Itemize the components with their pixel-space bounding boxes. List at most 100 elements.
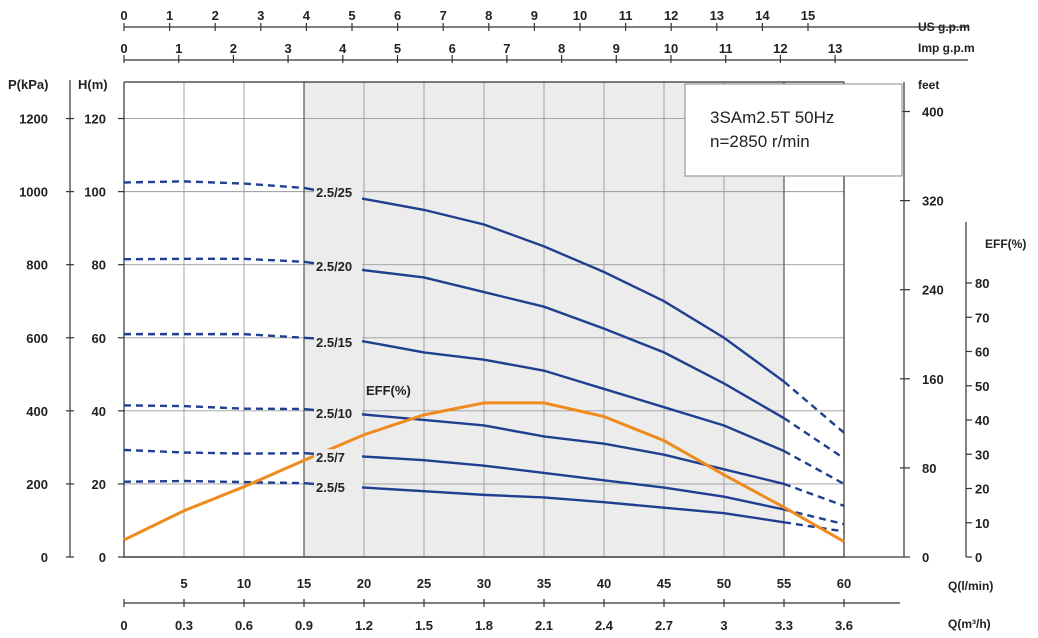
efficiency-tick-label: 70 bbox=[975, 310, 989, 325]
imp-gpm-tick-label: 3 bbox=[284, 41, 291, 56]
us-gpm-tick-label: 3 bbox=[257, 8, 264, 23]
efficiency-tick-label: 0 bbox=[975, 550, 982, 565]
imp-gpm-tick-label: 10 bbox=[664, 41, 678, 56]
us-gpm-tick-label: 8 bbox=[485, 8, 492, 23]
curves bbox=[123, 180, 845, 543]
head-curve-dashed bbox=[123, 448, 305, 455]
us-gpm-tick-label: 0 bbox=[120, 8, 127, 23]
efficiency-tick-label: 80 bbox=[975, 276, 989, 291]
curve-label: 2.5/5 bbox=[316, 480, 345, 495]
feet-tick-label: 0 bbox=[922, 550, 929, 565]
pressure-tick-label: 600 bbox=[26, 331, 48, 346]
q-lmin-tick-label: 10 bbox=[237, 576, 251, 591]
us-gpm-tick-label: 7 bbox=[440, 8, 447, 23]
curve-label: 2.5/20 bbox=[316, 259, 352, 274]
head-curve-solid bbox=[303, 336, 785, 453]
curve-label-bg bbox=[314, 479, 362, 496]
head-curve-solid bbox=[303, 260, 785, 420]
us-gpm-tick-label: 9 bbox=[531, 8, 538, 23]
head-curve-dashed bbox=[783, 417, 845, 460]
curve-label: 2.5/7 bbox=[316, 450, 345, 465]
us-gpm-tick-label: 5 bbox=[348, 8, 355, 23]
us-gpm-axis-label: US g.p.m bbox=[918, 20, 970, 34]
head-tick-label: 80 bbox=[92, 258, 106, 273]
us-gpm-tick-label: 11 bbox=[619, 8, 633, 23]
imp-gpm-tick-label: 5 bbox=[394, 41, 401, 56]
pressure-tick-label: 800 bbox=[26, 258, 48, 273]
q-m3h-tick-label: 2.7 bbox=[655, 618, 673, 633]
efficiency-tick-label: 20 bbox=[975, 482, 989, 497]
us-gpm-tick-label: 12 bbox=[664, 8, 678, 23]
head-curve-dashed bbox=[123, 479, 305, 485]
q-m3h-tick-label: 3 bbox=[720, 618, 727, 633]
head-tick-label: 100 bbox=[84, 185, 106, 200]
q-lmin-axis-label: Q(l/min) bbox=[948, 579, 993, 593]
imp-gpm-tick-label: 13 bbox=[828, 41, 842, 56]
head-tick-label: 0 bbox=[99, 550, 106, 565]
head-curve-solid bbox=[303, 186, 785, 383]
q-m3h-tick-label: 2.1 bbox=[535, 618, 553, 633]
curve-label-bg bbox=[314, 183, 362, 200]
head-curve-solid bbox=[303, 452, 785, 511]
head-curve-dashed bbox=[123, 180, 305, 190]
q-lmin-tick-label: 40 bbox=[597, 576, 611, 591]
imp-gpm-tick-label: 2 bbox=[230, 41, 237, 56]
head-curve-dashed bbox=[123, 404, 305, 411]
head-curve-dashed bbox=[783, 482, 845, 507]
q-lmin-tick-label: 5 bbox=[180, 576, 187, 591]
q-m3h-tick-label: 0.3 bbox=[175, 618, 193, 633]
q-m3h-tick-label: 0.6 bbox=[235, 618, 253, 633]
head-axis-label: H(m) bbox=[78, 77, 108, 92]
q-m3h-tick-label: 1.5 bbox=[415, 618, 433, 633]
us-gpm-tick-label: 1 bbox=[166, 8, 173, 23]
curve-label-bg bbox=[314, 405, 362, 422]
imp-gpm-tick-label: 7 bbox=[503, 41, 510, 56]
head-tick-label: 40 bbox=[92, 404, 106, 419]
feet-tick-label: 400 bbox=[922, 105, 944, 120]
q-m3h-tick-label: 3.3 bbox=[775, 618, 793, 633]
pressure-axis-label: P(kPa) bbox=[8, 77, 48, 92]
q-m3h-axis-label: Q(m³/h) bbox=[948, 617, 991, 631]
imp-gpm-tick-label: 9 bbox=[613, 41, 620, 56]
us-gpm-tick-label: 14 bbox=[755, 8, 770, 23]
efficiency-curve-label: EFF(%) bbox=[366, 383, 411, 398]
us-gpm-tick-label: 4 bbox=[303, 8, 311, 23]
q-lmin-tick-label: 60 bbox=[837, 576, 851, 591]
head-curve-dashed bbox=[783, 508, 845, 526]
pressure-tick-label: 0 bbox=[41, 550, 48, 565]
imp-gpm-axis-label: Imp g.p.m bbox=[918, 41, 975, 55]
curve-label-bg bbox=[314, 449, 362, 466]
us-gpm-tick-label: 10 bbox=[573, 8, 587, 23]
q-m3h-tick-label: 1.2 bbox=[355, 618, 373, 633]
pressure-tick-label: 1000 bbox=[19, 185, 48, 200]
us-gpm-tick-label: 13 bbox=[710, 8, 724, 23]
pressure-tick-label: 400 bbox=[26, 404, 48, 419]
feet-axis-label: feet bbox=[918, 78, 939, 92]
feet-tick-label: 240 bbox=[922, 283, 944, 298]
curve-label-bg bbox=[314, 257, 362, 274]
curve-label: 2.5/15 bbox=[316, 335, 352, 350]
q-m3h-tick-label: 0.9 bbox=[295, 618, 313, 633]
q-lmin-tick-label: 55 bbox=[777, 576, 791, 591]
pressure-tick-label: 1200 bbox=[19, 112, 48, 127]
imp-gpm-tick-label: 4 bbox=[339, 41, 347, 56]
q-lmin-tick-label: 15 bbox=[297, 576, 311, 591]
q-lmin-tick-label: 20 bbox=[357, 576, 371, 591]
model-info-line-2: n=2850 r/min bbox=[710, 132, 810, 151]
head-tick-label: 120 bbox=[84, 112, 106, 127]
imp-gpm-tick-label: 1 bbox=[175, 41, 182, 56]
efficiency-tick-label: 30 bbox=[975, 447, 989, 462]
curve-labels: 2.5/25 2.5/20 2.5/15 2.5/10 2.5/7 2.5/5 EFF(%) bbox=[314, 183, 411, 496]
model-info-box: 3SAm2.5T 50Hz n=2850 r/min bbox=[684, 83, 903, 177]
us-gpm-tick-label: 15 bbox=[801, 8, 815, 23]
q-m3h-tick-label: 2.4 bbox=[595, 618, 614, 633]
q-lmin-tick-label: 30 bbox=[477, 576, 491, 591]
q-lmin-tick-label: 50 bbox=[717, 576, 731, 591]
q-m3h-tick-label: 1.8 bbox=[475, 618, 493, 633]
imp-gpm-tick-label: 12 bbox=[773, 41, 787, 56]
us-gpm-tick-label: 6 bbox=[394, 8, 401, 23]
efficiency-curve bbox=[123, 401, 845, 543]
q-lmin-tick-label: 25 bbox=[417, 576, 431, 591]
imp-gpm-tick-label: 0 bbox=[120, 41, 127, 56]
